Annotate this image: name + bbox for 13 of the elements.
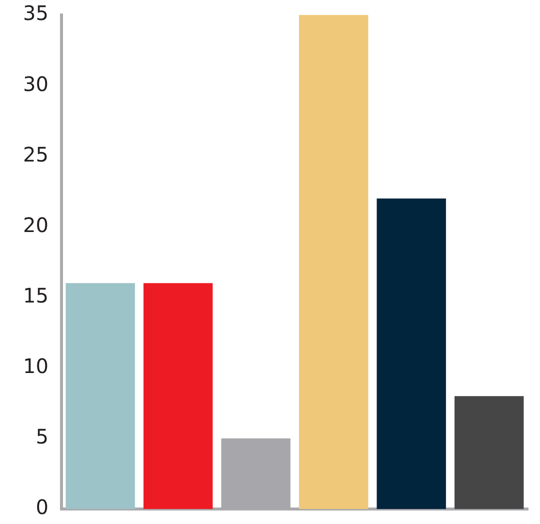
y-tick-label: 35 xyxy=(22,1,48,26)
y-tick-label: 10 xyxy=(22,354,48,378)
bar xyxy=(66,283,135,509)
bar xyxy=(376,198,446,509)
bar xyxy=(454,396,524,509)
bar xyxy=(143,283,213,509)
y-tick-label: 25 xyxy=(22,142,48,166)
y-tick-label: 0 xyxy=(36,495,48,520)
y-tick-label: 15 xyxy=(22,283,48,308)
y-tick-label: 20 xyxy=(22,212,48,237)
y-tick-label: 30 xyxy=(22,72,48,96)
y-tick-label: 5 xyxy=(36,424,48,449)
bar xyxy=(299,15,368,509)
